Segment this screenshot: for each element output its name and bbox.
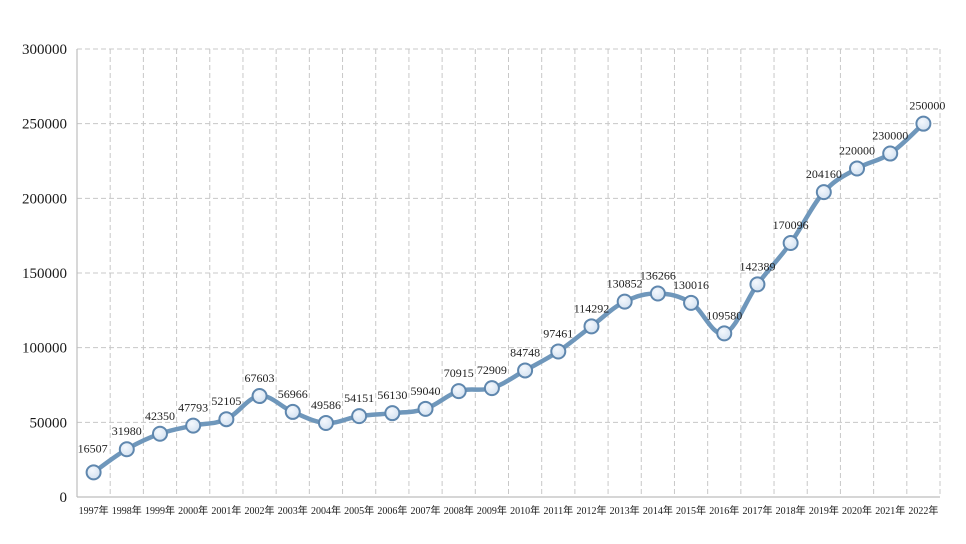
x-tick-label: 2014年 [643, 504, 673, 517]
grid [76, 48, 941, 497]
data-point [384, 405, 401, 422]
x-tick-label: 2016年 [709, 504, 739, 517]
x-tick-label: 2005年 [344, 504, 374, 517]
data-point [450, 383, 467, 400]
x-tick-label: 2013年 [610, 504, 640, 517]
x-tick-label: 2003年 [278, 504, 308, 517]
x-tick-label: 2019年 [809, 504, 839, 517]
data-label: 230000 [872, 129, 908, 143]
data-label: 47793 [178, 401, 208, 415]
y-tick-label: 250000 [22, 117, 67, 133]
data-label: 204160 [806, 167, 842, 181]
data-label: 67603 [245, 371, 275, 385]
data-label: 72909 [477, 363, 507, 377]
y-tick-label: 0 [60, 490, 68, 506]
x-tick-label: 2011年 [543, 504, 573, 517]
data-point [185, 417, 202, 434]
data-label: 97461 [543, 326, 573, 340]
x-tick-label: 2017年 [742, 504, 772, 517]
data-point [483, 380, 500, 397]
y-tick-label: 100000 [22, 341, 67, 357]
data-point [583, 318, 600, 335]
data-label: 109580 [706, 308, 742, 322]
data-label: 16507 [78, 441, 108, 455]
data-label: 54151 [344, 391, 374, 405]
x-tick-labels: 1997年 1998年 1999年 2000年 2001年 2002年 2003年 2004年… [79, 504, 939, 517]
x-tick-label: 2000年 [178, 504, 208, 517]
data-label: 42350 [145, 409, 175, 423]
data-label: 170096 [773, 218, 809, 232]
data-point [417, 400, 434, 417]
data-point [882, 145, 899, 162]
x-tick-label: 1997年 [79, 504, 109, 517]
data-label: 56966 [278, 387, 308, 401]
data-label: 130016 [673, 278, 709, 292]
data-markers [85, 115, 932, 481]
y-tick-labels: 0 50000 100000 150000 200000 250000 300000 [22, 42, 67, 506]
x-tick-label: 2002年 [245, 504, 275, 517]
data-label: 31980 [112, 424, 142, 438]
data-point [251, 388, 268, 405]
y-tick-label: 300000 [22, 42, 67, 58]
data-label: 70915 [444, 366, 474, 380]
y-tick-label: 150000 [22, 266, 67, 282]
data-label: 52105 [211, 394, 241, 408]
x-tick-label: 1999年 [145, 504, 175, 517]
data-label: 49586 [311, 398, 341, 412]
x-tick-label: 2012年 [576, 504, 606, 517]
x-tick-label: 1998年 [112, 504, 142, 517]
data-point [550, 343, 567, 360]
x-tick-label: 2022年 [908, 504, 938, 517]
data-point [849, 160, 866, 177]
data-label: 250000 [909, 99, 945, 113]
data-point [815, 184, 832, 201]
data-point [517, 362, 534, 379]
data-label: 56130 [377, 388, 407, 402]
x-tick-label: 2001年 [211, 504, 241, 517]
data-point [317, 414, 334, 431]
data-label: 59040 [411, 384, 441, 398]
data-label: 136266 [640, 269, 676, 283]
x-tick-label: 2020年 [842, 504, 872, 517]
data-point [85, 464, 102, 481]
data-point [151, 425, 168, 442]
data-point [915, 115, 932, 132]
data-point [218, 411, 235, 428]
data-label: 114292 [574, 301, 610, 315]
data-point [284, 403, 301, 420]
x-tick-label: 2015年 [676, 504, 706, 517]
data-point [683, 294, 700, 311]
data-point [749, 276, 766, 293]
y-tick-label: 50000 [30, 415, 68, 431]
data-label: 130852 [607, 277, 643, 291]
data-point [782, 234, 799, 251]
data-point [118, 441, 135, 458]
data-label: 142389 [739, 259, 775, 273]
x-tick-label: 2010年 [510, 504, 540, 517]
x-tick-label: 2004年 [311, 504, 341, 517]
y-tick-label: 200000 [22, 191, 67, 207]
data-point [351, 408, 368, 425]
x-tick-label: 2018年 [776, 504, 806, 517]
data-label: 84748 [510, 345, 540, 359]
data-point [616, 293, 633, 310]
axes [76, 49, 940, 498]
x-tick-label: 2021年 [875, 504, 905, 517]
x-tick-label: 2009年 [477, 504, 507, 517]
data-point [716, 325, 733, 342]
data-label: 220000 [839, 143, 875, 157]
data-point [649, 285, 666, 302]
x-tick-label: 2006年 [377, 504, 407, 517]
x-tick-label: 2007年 [411, 504, 441, 517]
x-tick-label: 2008年 [444, 504, 474, 517]
